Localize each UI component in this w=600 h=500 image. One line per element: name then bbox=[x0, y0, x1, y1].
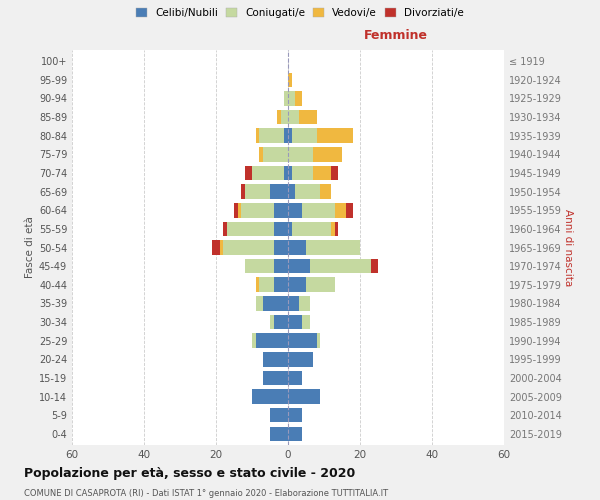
Bar bbox=[288, 203, 302, 218]
Bar bbox=[212, 240, 220, 255]
Bar bbox=[313, 166, 331, 180]
Bar bbox=[302, 203, 335, 218]
Bar bbox=[292, 128, 317, 143]
Bar bbox=[270, 184, 288, 199]
Bar bbox=[288, 408, 302, 422]
Bar bbox=[295, 91, 302, 106]
Bar bbox=[274, 259, 288, 274]
Bar bbox=[263, 352, 288, 366]
Bar bbox=[288, 147, 313, 162]
Bar bbox=[284, 166, 288, 180]
Bar bbox=[281, 110, 288, 124]
Bar bbox=[288, 72, 292, 87]
Y-axis label: Anni di nascita: Anni di nascita bbox=[563, 209, 573, 286]
Bar bbox=[335, 222, 338, 236]
Bar bbox=[277, 110, 281, 124]
Bar bbox=[252, 334, 256, 348]
Bar bbox=[259, 128, 284, 143]
Bar bbox=[223, 222, 227, 236]
Bar bbox=[288, 390, 320, 404]
Bar bbox=[371, 259, 378, 274]
Bar bbox=[284, 91, 288, 106]
Bar bbox=[346, 203, 353, 218]
Y-axis label: Fasce di età: Fasce di età bbox=[25, 216, 35, 278]
Bar bbox=[274, 278, 288, 292]
Text: Popolazione per età, sesso e stato civile - 2020: Popolazione per età, sesso e stato civil… bbox=[24, 468, 355, 480]
Bar bbox=[288, 259, 310, 274]
Bar bbox=[288, 222, 292, 236]
Bar bbox=[306, 278, 335, 292]
Bar bbox=[299, 296, 310, 310]
Bar bbox=[288, 278, 306, 292]
Bar bbox=[288, 110, 299, 124]
Bar bbox=[284, 128, 288, 143]
Bar bbox=[220, 240, 223, 255]
Bar bbox=[288, 334, 317, 348]
Bar bbox=[274, 240, 288, 255]
Bar bbox=[245, 259, 274, 274]
Bar bbox=[288, 352, 313, 366]
Bar bbox=[270, 315, 274, 330]
Bar bbox=[288, 240, 306, 255]
Bar bbox=[295, 184, 320, 199]
Bar bbox=[256, 128, 259, 143]
Bar bbox=[317, 334, 320, 348]
Bar bbox=[274, 222, 288, 236]
Bar bbox=[274, 203, 288, 218]
Bar bbox=[288, 128, 292, 143]
Bar bbox=[302, 315, 310, 330]
Bar bbox=[263, 296, 288, 310]
Bar bbox=[252, 166, 284, 180]
Bar bbox=[299, 110, 317, 124]
Bar bbox=[335, 203, 346, 218]
Legend: Celibi/Nubili, Coniugati/e, Vedovi/e, Divorziati/e: Celibi/Nubili, Coniugati/e, Vedovi/e, Di… bbox=[133, 5, 467, 21]
Bar bbox=[256, 334, 288, 348]
Bar bbox=[310, 259, 371, 274]
Bar bbox=[331, 166, 338, 180]
Bar bbox=[331, 222, 335, 236]
Bar bbox=[263, 147, 288, 162]
Bar bbox=[241, 203, 274, 218]
Bar bbox=[288, 370, 302, 385]
Bar bbox=[306, 240, 360, 255]
Bar bbox=[270, 408, 288, 422]
Bar bbox=[256, 296, 263, 310]
Bar bbox=[317, 128, 353, 143]
Bar bbox=[227, 222, 274, 236]
Text: COMUNE DI CASAPROTA (RI) - Dati ISTAT 1° gennaio 2020 - Elaborazione TUTTITALIA.: COMUNE DI CASAPROTA (RI) - Dati ISTAT 1°… bbox=[24, 489, 388, 498]
Bar bbox=[256, 278, 259, 292]
Bar bbox=[259, 147, 263, 162]
Bar bbox=[263, 370, 288, 385]
Bar bbox=[270, 426, 288, 441]
Bar bbox=[223, 240, 274, 255]
Bar bbox=[238, 203, 241, 218]
Bar bbox=[320, 184, 331, 199]
Bar bbox=[288, 426, 302, 441]
Bar bbox=[313, 147, 342, 162]
Bar bbox=[245, 184, 270, 199]
Bar bbox=[245, 166, 252, 180]
Bar bbox=[241, 184, 245, 199]
Bar bbox=[288, 91, 295, 106]
Text: Femmine: Femmine bbox=[364, 29, 428, 42]
Bar bbox=[234, 203, 238, 218]
Bar bbox=[288, 296, 299, 310]
Bar bbox=[259, 278, 274, 292]
Bar bbox=[292, 166, 313, 180]
Bar bbox=[292, 222, 331, 236]
Bar bbox=[288, 315, 302, 330]
Bar bbox=[252, 390, 288, 404]
Bar bbox=[288, 184, 295, 199]
Bar bbox=[274, 315, 288, 330]
Bar bbox=[288, 166, 292, 180]
